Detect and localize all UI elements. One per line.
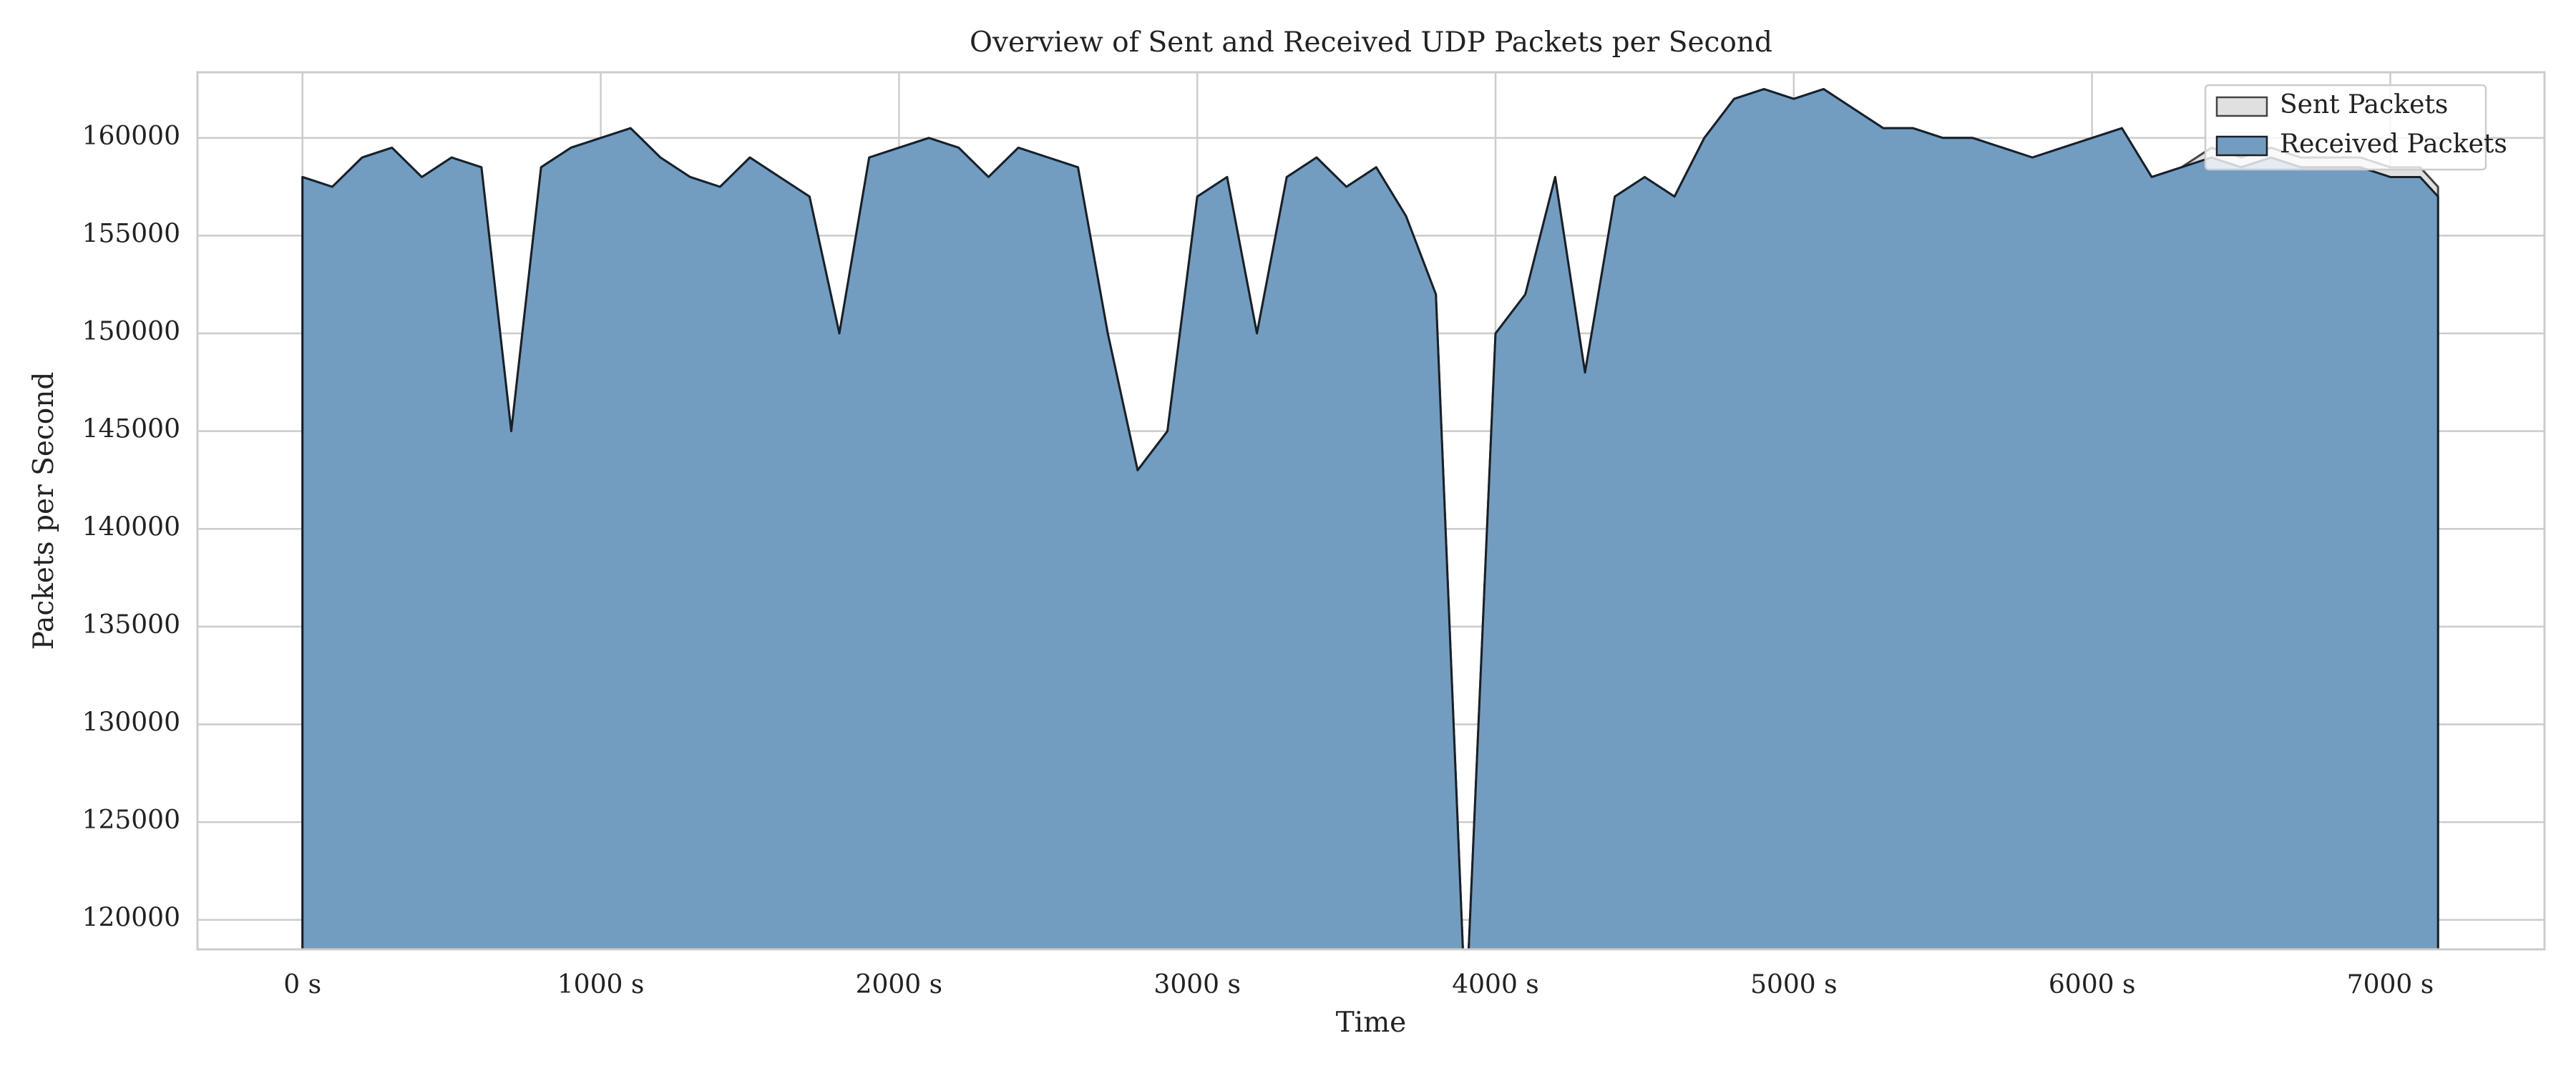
y-tick-label: 130000 xyxy=(82,708,180,738)
x-tick-label: 2000 s xyxy=(856,970,943,999)
x-tick-label: 3000 s xyxy=(1153,970,1241,999)
y-tick-label: 120000 xyxy=(82,904,180,933)
y-tick-label: 145000 xyxy=(82,415,180,444)
y-tick-label: 160000 xyxy=(82,122,180,151)
x-tick-label: 4000 s xyxy=(1452,970,1539,999)
legend-swatch xyxy=(2215,96,2268,117)
y-tick-label: 150000 xyxy=(82,317,180,346)
legend-box xyxy=(2204,84,2487,171)
plot-area xyxy=(301,87,2439,949)
y-tick-label: 135000 xyxy=(82,610,180,640)
legend-label: Sent Packets xyxy=(2280,90,2448,119)
x-tick-label: 7000 s xyxy=(2347,970,2434,999)
x-tick-label: 5000 s xyxy=(1750,970,1838,999)
plot-frame xyxy=(196,71,2546,951)
x-axis-label: Time xyxy=(1336,1007,1407,1039)
x-tick-label: 6000 s xyxy=(2049,970,2136,999)
y-axis-label: Packets per Second xyxy=(28,372,60,650)
x-tick-label: 0 s xyxy=(283,970,321,999)
chart-title: Overview of Sent and Received UDP Packet… xyxy=(970,26,1772,59)
y-tick-label: 125000 xyxy=(82,806,180,835)
area-series xyxy=(301,87,2439,949)
y-tick-label: 140000 xyxy=(82,512,180,542)
legend-label: Received Packets xyxy=(2280,129,2507,159)
y-tick-label: 155000 xyxy=(82,219,180,248)
x-tick-label: 1000 s xyxy=(557,970,645,999)
legend-swatch xyxy=(2215,135,2268,157)
